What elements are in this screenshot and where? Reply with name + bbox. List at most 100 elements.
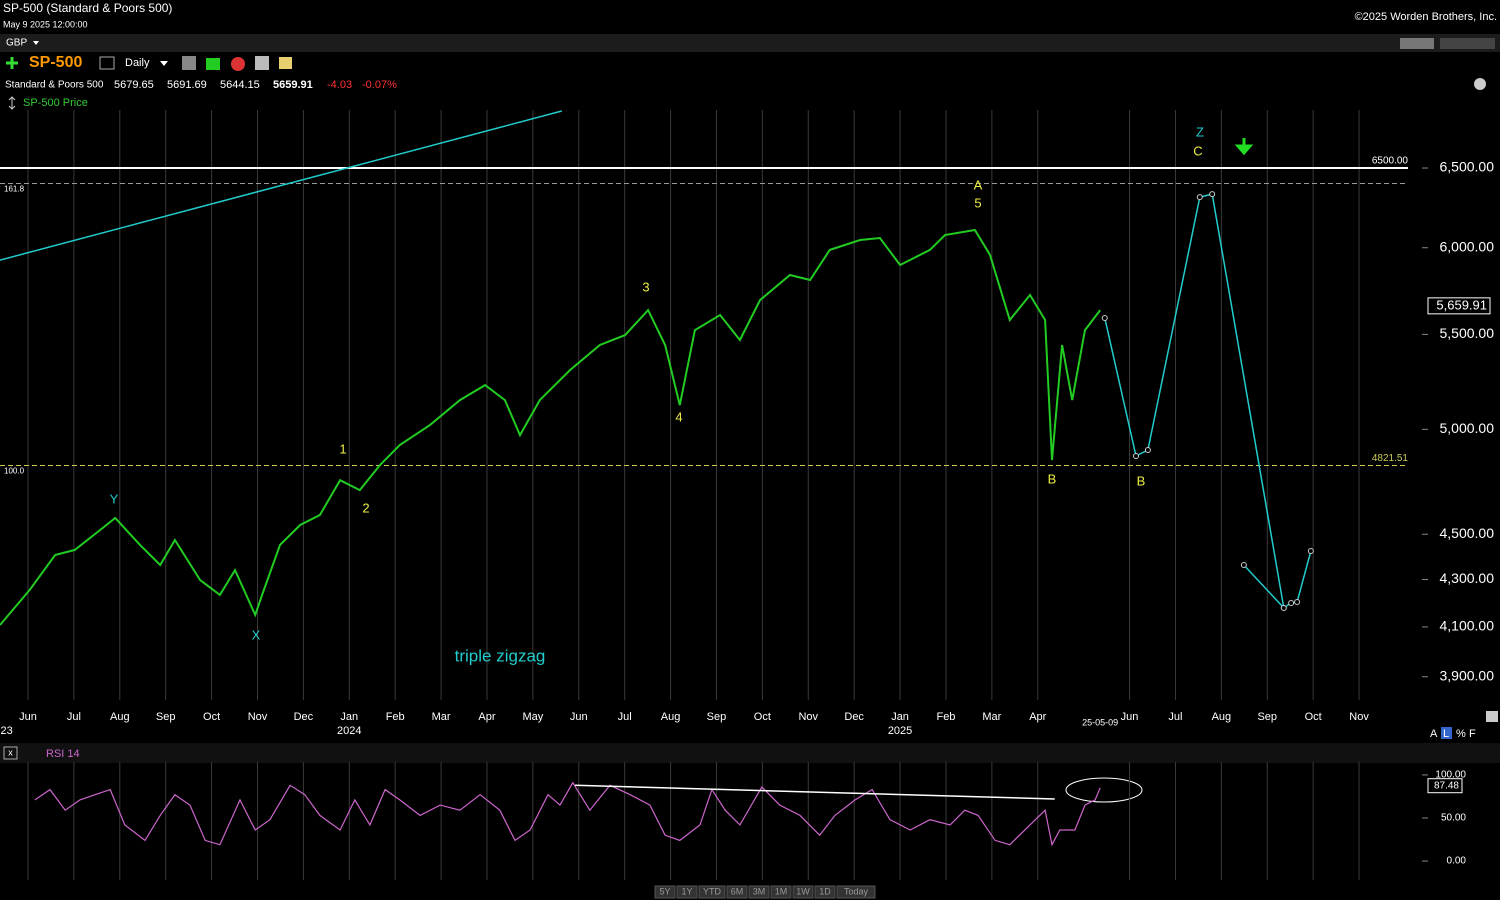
pane-handle[interactable] <box>8 96 16 110</box>
y-tick-label: 4,300.00 <box>1440 570 1495 586</box>
x-tick-label: Jan <box>891 711 909 723</box>
interval[interactable]: Daily <box>125 57 150 69</box>
x-tick-label: Feb <box>936 711 955 723</box>
scale-button[interactable]: L <box>1443 728 1449 740</box>
y-tick-label: 4,100.00 <box>1440 618 1495 634</box>
scale-button[interactable]: A <box>1430 728 1438 740</box>
trend-line <box>0 110 562 261</box>
range-button[interactable] <box>770 885 792 899</box>
down-arrow <box>1234 138 1254 156</box>
range-button[interactable] <box>748 885 770 899</box>
dropdown-arrow[interactable] <box>160 61 168 66</box>
wave-label: triple zigzag <box>455 646 546 665</box>
alarm-icon[interactable] <box>231 57 245 71</box>
note-icon[interactable] <box>279 57 292 69</box>
chart-icon[interactable] <box>206 58 220 70</box>
range-button[interactable] <box>676 885 698 899</box>
fib-label: 100.0 <box>4 467 25 476</box>
x-tick-label: Aug <box>1212 711 1232 723</box>
menu-bar <box>0 34 1500 52</box>
x-tick-label: Jul <box>618 711 632 723</box>
projection-point <box>1307 547 1314 554</box>
quote-open: 5679.65 <box>114 79 154 91</box>
x-tick-label: Apr <box>478 711 495 723</box>
range-button[interactable] <box>814 885 836 899</box>
projection-point <box>1280 604 1287 611</box>
x-tick-label: Jun <box>19 711 37 723</box>
x-tick-label: Jul <box>67 711 81 723</box>
x-tick-label: Dec <box>844 711 864 723</box>
toolbar-icons[interactable] <box>1400 38 1434 49</box>
x-tick-label: Sep <box>1257 711 1277 723</box>
calc-icon[interactable] <box>255 56 269 70</box>
wave-label: A <box>974 177 983 192</box>
toolbar-icons[interactable] <box>1440 38 1495 49</box>
add-icon[interactable] <box>6 57 18 69</box>
highlight-ellipse <box>1065 777 1143 803</box>
x-tick-label: Jun <box>1121 711 1139 723</box>
projection-point <box>1209 191 1216 198</box>
x-tick-label: Nov <box>248 711 268 723</box>
wave-label: 1 <box>339 441 346 456</box>
x-tick-label: Oct <box>1305 711 1322 723</box>
scale-button-bg[interactable] <box>1441 727 1452 739</box>
scale-button[interactable]: F <box>1469 728 1476 740</box>
x-tick-label: Jul <box>1168 711 1182 723</box>
quote-low: 5644.15 <box>220 79 260 91</box>
datetime: May 9 2025 12:00:00 <box>3 19 88 29</box>
y-tick-label: 100.00 <box>1435 770 1466 781</box>
x-tick-label: Oct <box>203 711 220 723</box>
range-button-label[interactable]: 1M <box>775 886 788 896</box>
range-button-label[interactable]: 3M <box>753 886 766 896</box>
range-button[interactable] <box>836 885 876 899</box>
list-icon[interactable] <box>99 56 115 70</box>
y-tick-label: 4,500.00 <box>1440 525 1495 541</box>
x-tick-label: Sep <box>707 711 727 723</box>
x-tick-label: Apr <box>1029 711 1046 723</box>
level-label: 4821.51 <box>1372 453 1409 464</box>
y-tick-label: 6,000.00 <box>1440 238 1495 254</box>
range-button-label[interactable]: 6M <box>731 886 744 896</box>
range-button[interactable] <box>792 885 814 899</box>
x-tick-label: Aug <box>110 711 130 723</box>
scale-button[interactable]: % <box>1456 728 1466 740</box>
date-label: 25-05-09 <box>1082 717 1118 727</box>
quote-change: -4.03 <box>327 79 352 91</box>
quote-name: Standard & Poors 500 <box>5 80 104 91</box>
range-button-label[interactable]: Today <box>844 886 869 896</box>
rsi-trend-line <box>575 784 1055 800</box>
y-tick-label: 0.00 <box>1447 856 1467 867</box>
x-tick-label: Aug <box>661 711 681 723</box>
y-tick-label: 5,000.00 <box>1440 420 1495 436</box>
close-button[interactable] <box>3 746 18 760</box>
dropdown-arrow[interactable] <box>33 41 39 45</box>
range-button[interactable] <box>726 885 748 899</box>
wave-label: B <box>1048 471 1057 486</box>
range-button-label[interactable]: 5Y <box>659 886 670 896</box>
settings-icon[interactable] <box>1474 78 1486 90</box>
last-value-box <box>1427 297 1491 315</box>
last-value-label: 5,659.91 <box>1436 297 1487 312</box>
range-button[interactable] <box>654 885 676 899</box>
fib-label: 161.8 <box>4 185 25 194</box>
projection-point <box>1294 598 1301 605</box>
x-tick-label: Nov <box>1349 711 1369 723</box>
range-button[interactable] <box>698 885 726 899</box>
y-tick-label: 3,900.00 <box>1440 667 1495 683</box>
x-tick-label: Jun <box>570 711 588 723</box>
close-x[interactable]: x <box>8 747 13 757</box>
window-title: SP-500 (Standard & Poors 500) <box>3 1 172 15</box>
range-button-label[interactable]: 1Y <box>681 886 692 896</box>
last-value-box <box>1427 778 1463 794</box>
range-button-label[interactable]: 1D <box>819 886 831 896</box>
quote-high: 5691.69 <box>167 79 207 91</box>
range-button-label[interactable]: 1W <box>796 886 810 896</box>
x-tick-label: Dec <box>294 711 314 723</box>
tools-icon[interactable] <box>182 56 196 70</box>
currency[interactable]: GBP <box>6 38 27 49</box>
symbol[interactable]: SP-500 <box>29 54 82 71</box>
projection-point <box>1132 452 1139 459</box>
pencil-icon[interactable] <box>1486 711 1498 722</box>
range-button-label[interactable]: YTD <box>703 886 722 896</box>
